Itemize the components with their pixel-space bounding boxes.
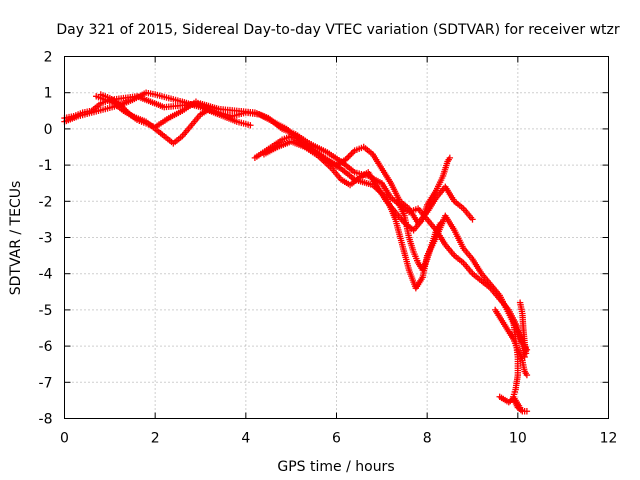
series-arc-10 (510, 317, 524, 411)
series-arc-4 (97, 91, 254, 131)
chart-title: Day 321 of 2015, Sidereal Day-to-day VTE… (56, 22, 620, 38)
x-tick-label: 0 (60, 431, 69, 447)
data-point (521, 353, 528, 361)
x-tick-label: 4 (241, 431, 250, 447)
x-axis-label: GPS time / hours (277, 459, 394, 475)
grid (64, 56, 609, 419)
x-tick-label: 6 (332, 431, 341, 447)
series-arc-7 (394, 198, 444, 274)
y-tick-label: 0 (44, 122, 53, 138)
x-tick-label: 2 (151, 431, 160, 447)
plot-area (61, 89, 531, 415)
series-arc-11 (516, 299, 530, 357)
data-point (348, 150, 355, 157)
data-point (346, 151, 354, 159)
x-tick-label: 10 (509, 431, 527, 447)
data-point (523, 371, 531, 379)
data-point (446, 154, 454, 162)
axis-ticks (64, 56, 609, 419)
y-tick-label: -5 (39, 303, 53, 319)
y-axis-label: SDTVAR / TECUs (8, 181, 24, 296)
y-tick-label: -8 (39, 412, 53, 428)
y-tick-label: -4 (39, 267, 53, 283)
y-tick-label: -2 (39, 194, 53, 210)
data-point (523, 408, 531, 415)
data-point (247, 122, 254, 129)
data-point (345, 153, 352, 160)
y-tick-label: 2 (44, 50, 53, 66)
x-tick-label: 8 (423, 431, 432, 447)
data-point (522, 350, 530, 357)
data-point (437, 219, 444, 227)
data-point (469, 216, 476, 223)
data-point (516, 404, 524, 411)
y-tick-label: -1 (39, 158, 53, 174)
y-tick-label: -6 (39, 339, 53, 355)
y-tick-label: -7 (39, 375, 53, 391)
plot-frame (64, 56, 609, 419)
x-tick-label: 12 (600, 431, 618, 447)
y-tick-label: -3 (39, 231, 53, 247)
y-tick-label: 1 (44, 86, 53, 102)
series-arc-2 (61, 89, 531, 353)
